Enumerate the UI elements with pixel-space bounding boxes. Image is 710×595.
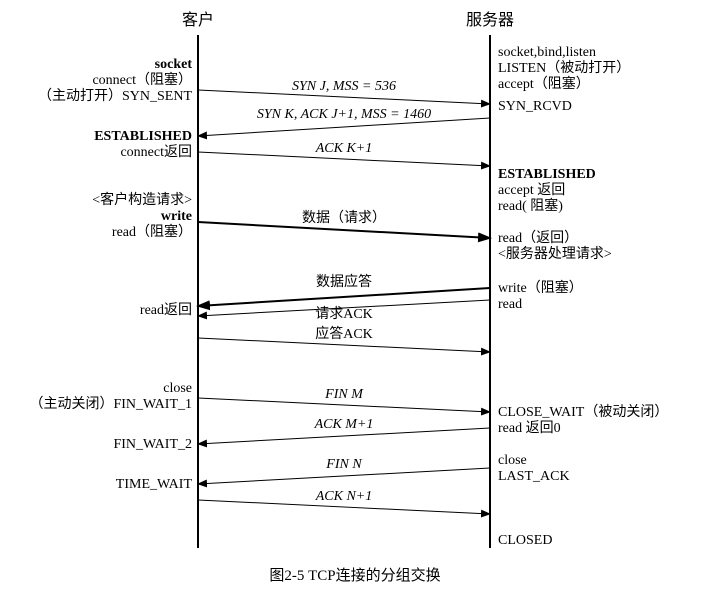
client-label-3: ESTABLISHED	[94, 129, 192, 144]
message-label-8: ACK M+1	[314, 417, 374, 432]
message-label-9: FIN N	[325, 457, 362, 472]
client-label-1: connect（阻塞）	[92, 71, 192, 88]
client-label-6: write	[161, 209, 192, 224]
server-label-15: CLOSED	[498, 533, 552, 548]
server-label-2: accept（阻塞）	[498, 75, 590, 92]
server-label-8: <服务器处理请求>	[498, 246, 612, 262]
message-label-5: 请求ACK	[315, 306, 373, 322]
server-label-0: socket,bind,listen	[498, 45, 596, 60]
client-label-7: read（阻塞）	[112, 223, 192, 240]
server-label-11: CLOSE_WAIT（被动关闭）	[498, 404, 668, 420]
client-label-10: （主动关闭）FIN_WAIT_1	[29, 396, 192, 412]
message-label-4: 数据应答	[316, 273, 372, 290]
server-label-9: write（阻塞）	[498, 279, 583, 296]
client-label-2: （主动打开）SYN_SENT	[38, 87, 192, 104]
client-label-12: TIME_WAIT	[116, 477, 193, 492]
tcp-sequence-diagram: 客户 服务器 SYN J, MSS = 536 SYN K, ACK J+1, MS…	[0, 0, 710, 595]
server-label-4: ESTABLISHED	[498, 167, 596, 182]
client-label-4: connect返回	[120, 144, 192, 160]
message-label-1: SYN K, ACK J+1, MSS = 1460	[257, 107, 431, 122]
server-label-3: SYN_RCVD	[498, 99, 572, 114]
client-label-11: FIN_WAIT_2	[113, 437, 192, 452]
message-arrow-4	[198, 288, 490, 306]
message-label-3: 数据（请求）	[302, 210, 386, 226]
server-label-12: read 返回0	[498, 420, 561, 436]
server-label-13: close	[498, 453, 527, 468]
server-label-6: read( 阻塞)	[498, 197, 563, 214]
figure-caption: 图2-5 TCP连接的分组交换	[269, 566, 440, 584]
message-label-6: 应答ACK	[315, 325, 373, 342]
server-label-7: read（返回）	[498, 230, 578, 246]
message-label-0: SYN J, MSS = 536	[292, 79, 396, 94]
server-label-14: LAST_ACK	[498, 469, 570, 484]
lifeline-header-server: 服务器	[466, 11, 514, 29]
client-label-0: socket	[155, 57, 193, 72]
server-label-10: read	[498, 297, 522, 312]
server-label-1: LISTEN（被动打开）	[498, 59, 630, 76]
message-label-2: ACK K+1	[315, 141, 373, 156]
message-label-10: ACK N+1	[315, 489, 373, 504]
client-label-8: read返回	[140, 302, 192, 318]
server-label-5: accept 返回	[498, 182, 565, 198]
lifeline-header-client: 客户	[182, 11, 214, 29]
client-label-5: <客户构造请求>	[92, 191, 192, 208]
message-label-7: FIN M	[324, 387, 364, 402]
client-label-9: close	[163, 381, 192, 396]
